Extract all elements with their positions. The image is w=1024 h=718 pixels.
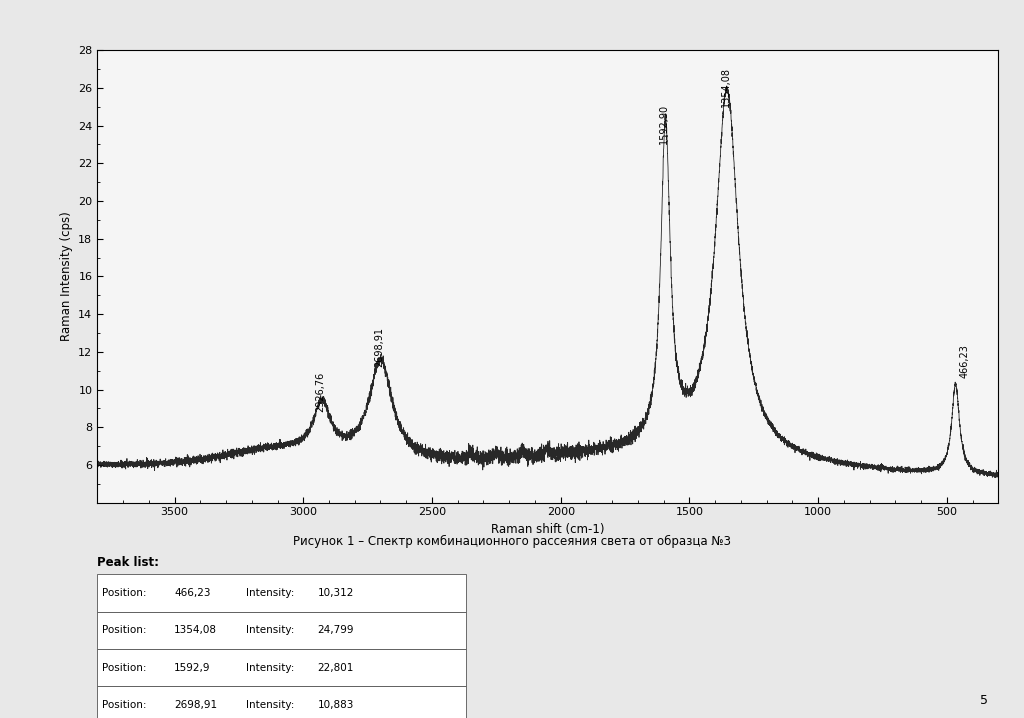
Y-axis label: Raman Intensity (cps): Raman Intensity (cps) [59,212,73,341]
Text: 2698,91: 2698,91 [375,327,384,367]
Text: 2926,76: 2926,76 [315,372,326,412]
Text: Intensity:: Intensity: [246,663,294,673]
Text: Peak list:: Peak list: [97,556,160,569]
Text: 10,312: 10,312 [317,588,354,598]
Text: Intensity:: Intensity: [246,625,294,635]
Text: 466,23: 466,23 [959,344,970,378]
Text: Рисунок 1 – Спектр комбинационного рассеяния света от образца №3: Рисунок 1 – Спектр комбинационного рассе… [293,535,731,548]
Text: 10,883: 10,883 [317,700,354,710]
Text: 22,801: 22,801 [317,663,354,673]
Text: Position:: Position: [102,663,146,673]
Text: 1592,9: 1592,9 [174,663,211,673]
Text: 1354,08: 1354,08 [174,625,217,635]
Text: Intensity:: Intensity: [246,588,294,598]
Text: 24,799: 24,799 [317,625,354,635]
Text: Position:: Position: [102,588,146,598]
Text: Position:: Position: [102,625,146,635]
Text: 1592,90: 1592,90 [659,104,669,144]
X-axis label: Raman shift (cm-1): Raman shift (cm-1) [492,523,604,536]
Text: Position:: Position: [102,700,146,710]
Text: 466,23: 466,23 [174,588,211,598]
Text: 1354,08: 1354,08 [721,67,730,107]
Text: 2698,91: 2698,91 [174,700,217,710]
Text: 5: 5 [980,694,988,707]
Text: Intensity:: Intensity: [246,700,294,710]
